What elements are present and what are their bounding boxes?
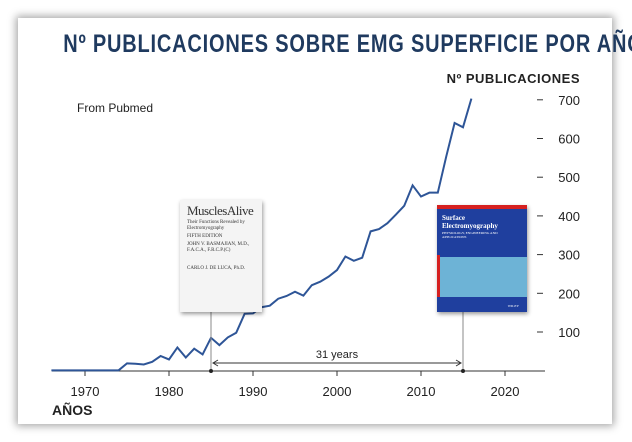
x-tick-label: 1980: [155, 384, 184, 399]
x-tick-label: 2010: [407, 384, 436, 399]
book-subtitle: Their Functions Revealed by Electromyogr…: [187, 220, 245, 231]
book-edition: FIFTH EDITION: [187, 234, 223, 239]
book-subtitle: PHYSIOLOGY, ENGINEERING AND APPLICATIONS: [442, 231, 498, 239]
marker-dot: [461, 369, 465, 373]
y-tick-label: 300: [558, 248, 580, 263]
arrowhead-right: [455, 359, 462, 367]
cover-illustration: [437, 257, 527, 297]
book-title: Surface Electromyography: [442, 214, 498, 230]
book-cover-muscles-alive: MusclesAlive Their Functions Revealed by…: [180, 200, 262, 312]
y-tick-label: 400: [558, 209, 580, 224]
span-label: 31 years: [316, 349, 359, 361]
x-tick-label: 2020: [491, 384, 520, 399]
arrowhead-left: [212, 359, 219, 367]
cover-stripe: [437, 255, 440, 297]
y-tick-label: 100: [558, 325, 580, 340]
marker-dot: [209, 369, 213, 373]
y-axis-label: Nº PUBLICACIONES: [447, 71, 580, 86]
x-tick-label: 1970: [71, 384, 100, 399]
x-tick-label: 1990: [239, 384, 268, 399]
x-axis-label: AÑOS: [52, 401, 92, 418]
y-tick-label: 600: [558, 132, 580, 147]
book-author: JOHN V. BASMAJIAN, M.D., F.A.C.A., F.R.C…: [187, 242, 250, 253]
y-tick-label: 700: [558, 93, 580, 108]
y-tick-label: 200: [558, 286, 580, 301]
book-cover-surface-emg: Surface Electromyography PHYSIOLOGY, ENG…: [437, 205, 527, 312]
book-author: CARLO J. DE LUCA, Ph.D.: [187, 266, 246, 271]
book-title: MusclesAlive: [187, 203, 254, 218]
x-tick-label: 2000: [323, 384, 352, 399]
y-tick-label: 500: [558, 170, 580, 185]
chart-title: Nº PUBLICACIONES SOBRE EMG SUPERFICIE PO…: [63, 30, 632, 58]
source-annotation: From Pubmed: [77, 101, 153, 115]
book-publisher: WILEY: [507, 304, 519, 308]
cover-stripe: [437, 205, 527, 209]
